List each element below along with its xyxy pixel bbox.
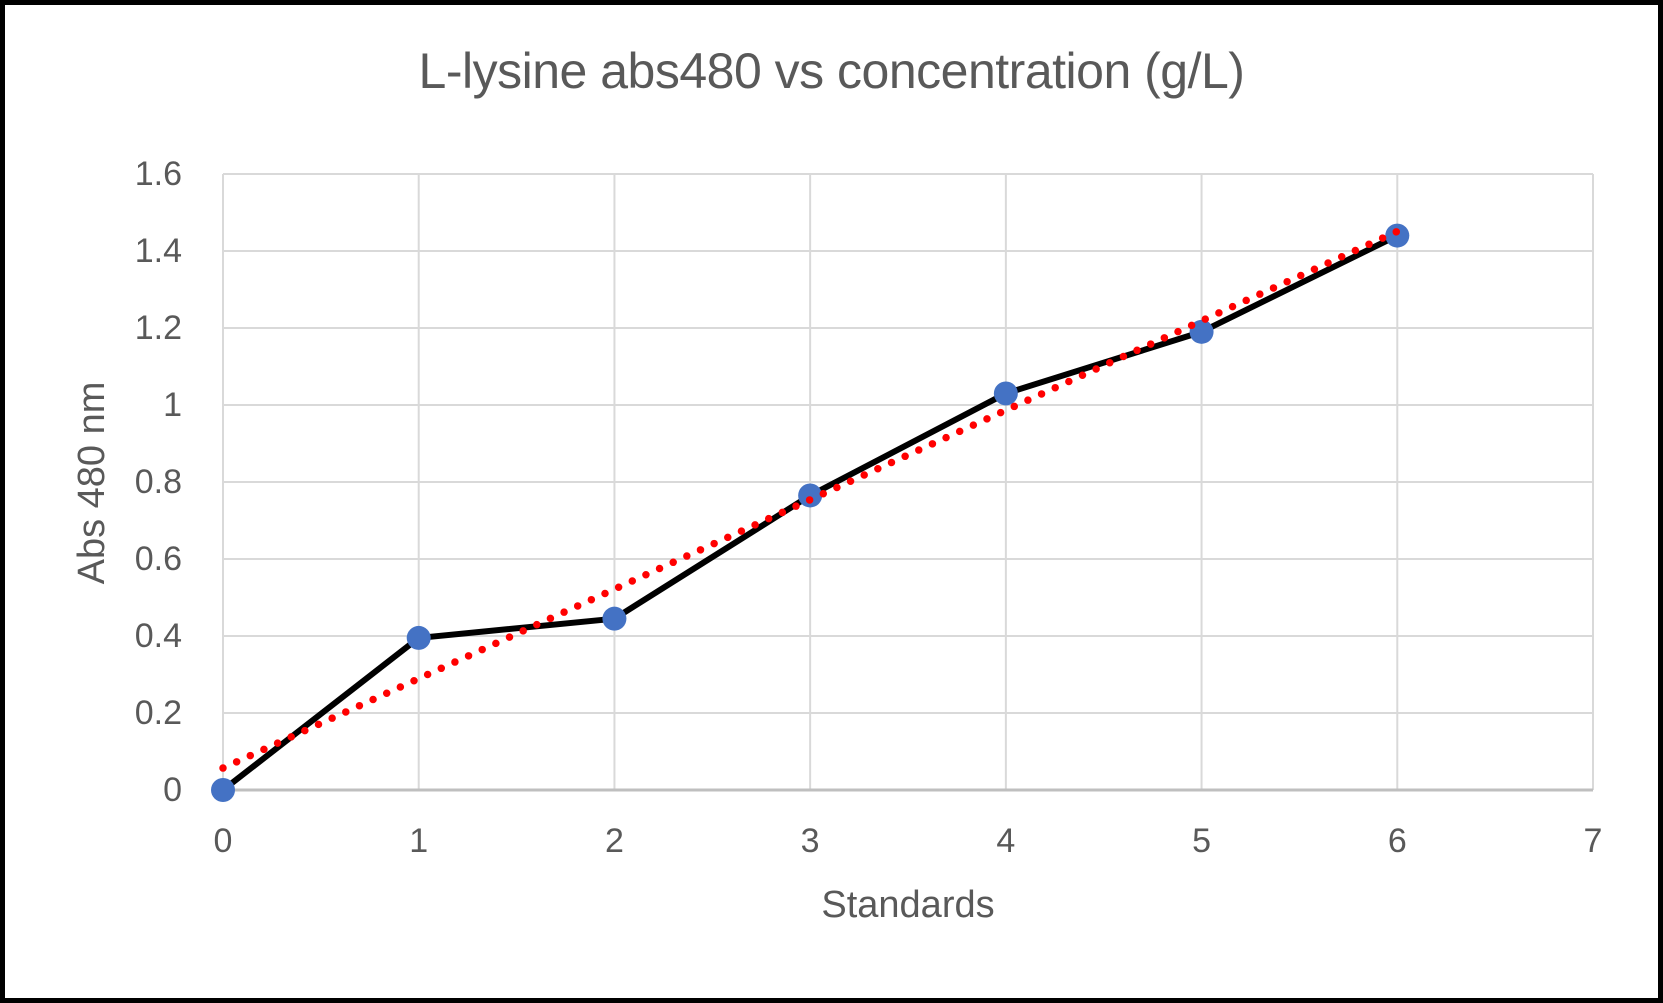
x-tick-label: 0 [213, 822, 233, 860]
data-point-marker [406, 625, 431, 650]
trendline [219, 227, 1402, 772]
x-tick-label: 6 [1387, 822, 1407, 860]
data-point-marker [993, 381, 1018, 406]
y-tick-label: 0.2 [134, 694, 182, 732]
data-point-marker [602, 606, 627, 631]
data-point-marker [1385, 223, 1410, 248]
y-tick-label: 0.4 [134, 617, 182, 655]
x-tick-label: 7 [1583, 822, 1603, 860]
data-point-marker [1189, 319, 1214, 344]
x-tick-label: 1 [409, 822, 429, 860]
y-tick-label: 1.2 [134, 309, 182, 347]
x-tick-label: 3 [800, 822, 820, 860]
data-point-marker [798, 483, 823, 508]
y-axis-title: Abs 480 nm [71, 381, 113, 585]
x-tick-label: 5 [1192, 822, 1212, 860]
data-point-marker [211, 778, 235, 802]
y-tick-label: 1 [163, 386, 182, 424]
x-tick-label: 4 [996, 822, 1016, 860]
x-tick-label: 2 [604, 822, 624, 860]
y-tick-label: 0.6 [134, 540, 182, 578]
y-tick-label: 0.8 [134, 463, 182, 501]
y-tick-label: 1.4 [134, 232, 182, 270]
chart-title: L-lysine abs480 vs concentration (g/L) [418, 43, 1245, 99]
y-tick-label: 0 [163, 771, 182, 809]
y-tick-label: 1.6 [134, 155, 182, 193]
x-axis-title: Standards [821, 884, 995, 926]
